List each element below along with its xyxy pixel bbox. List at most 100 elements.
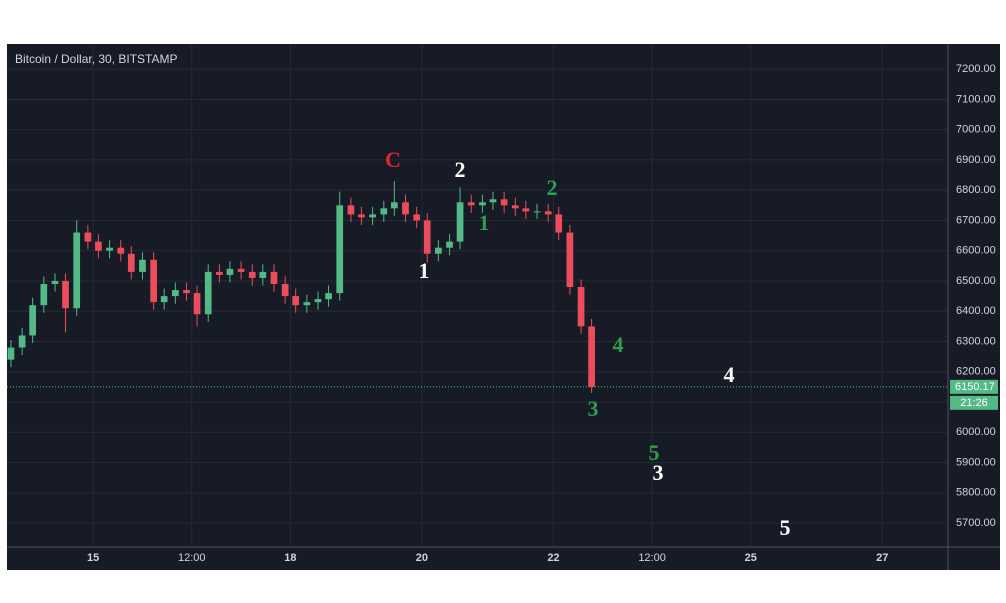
candle-body <box>522 208 530 212</box>
candle-body <box>347 205 355 215</box>
candle-body <box>193 293 201 315</box>
candle-body <box>358 214 365 218</box>
candle-body <box>423 220 431 254</box>
y-tick-label: 6800.00 <box>956 184 996 196</box>
candle-body <box>467 202 475 206</box>
x-tick-label: 18 <box>284 552 296 564</box>
candle-body <box>314 299 322 303</box>
candle-body <box>413 214 421 221</box>
axes: 5700.005800.005900.006000.006100.006200.… <box>87 63 998 564</box>
x-tick-label: 22 <box>547 552 559 564</box>
countdown-label: 21:26 <box>960 397 988 409</box>
candle-body <box>127 253 135 272</box>
wave-label: 4 <box>613 332 624 357</box>
candle-body <box>511 205 519 209</box>
candle-body <box>160 296 168 303</box>
y-tick-label: 5800.00 <box>956 487 996 499</box>
candle-body <box>18 335 26 348</box>
y-tick-label: 6200.00 <box>956 366 996 378</box>
y-tick-label: 5900.00 <box>956 456 996 468</box>
y-tick-label: 7100.00 <box>956 93 996 105</box>
y-tick-label: 7200.00 <box>956 63 996 75</box>
candle-body <box>183 290 190 294</box>
x-tick-label: 12:00 <box>638 552 666 564</box>
x-tick-label: 25 <box>745 552 757 564</box>
y-tick-label: 5700.00 <box>956 517 996 529</box>
candle-body <box>62 280 69 309</box>
y-tick-label: 6000.00 <box>956 426 996 438</box>
candle-body <box>216 271 223 275</box>
candles <box>7 181 948 393</box>
candle-body <box>248 271 256 278</box>
candle-body <box>489 199 497 203</box>
countdown-tag <box>950 395 998 410</box>
candle-body <box>84 232 92 242</box>
candle-body <box>500 199 508 206</box>
candle-body <box>402 202 409 215</box>
candle-body <box>226 268 234 275</box>
candle-body <box>435 247 442 254</box>
candle-body <box>369 214 376 218</box>
candle-body <box>566 232 574 288</box>
candle-body <box>446 241 453 248</box>
x-tick-label: 15 <box>87 552 99 564</box>
candle-body <box>555 214 563 233</box>
candle-body <box>139 259 146 272</box>
candle-body <box>7 347 15 360</box>
candle-body <box>106 247 113 251</box>
candle-body <box>577 287 585 327</box>
candle-body <box>51 280 59 284</box>
x-tick-label: 12:00 <box>178 552 206 564</box>
wave-label: 2 <box>547 175 558 200</box>
candle-body <box>117 247 125 254</box>
candle-body <box>237 268 245 272</box>
y-tick-label: 6900.00 <box>956 154 996 166</box>
y-tick-label: 6500.00 <box>956 275 996 287</box>
wave-label: 2 <box>455 157 466 182</box>
candle-body <box>29 305 36 336</box>
candle-body <box>40 283 48 306</box>
wave-label: 3 <box>588 396 599 421</box>
candle-body <box>171 290 179 297</box>
y-tick-label: 6300.00 <box>956 335 996 347</box>
candle-body <box>390 202 398 209</box>
candle-body <box>479 202 486 206</box>
candle-body <box>270 271 278 284</box>
chart-background <box>7 44 1000 570</box>
price-tag <box>950 379 998 394</box>
y-tick-label: 7000.00 <box>956 124 996 136</box>
wave-label: 1 <box>419 258 430 283</box>
candle-body <box>588 326 595 387</box>
candle-body <box>380 208 388 215</box>
x-tick-label: 27 <box>876 552 888 564</box>
grid <box>7 44 948 547</box>
price-tag-label: 6150.17 <box>955 381 995 393</box>
wave-label: 5 <box>780 515 791 540</box>
y-tick-label: 6600.00 <box>956 245 996 257</box>
candle-body <box>336 205 344 294</box>
candle-body <box>292 296 300 306</box>
wave-label: 4 <box>724 362 735 387</box>
y-tick-label: 6400.00 <box>956 305 996 317</box>
candle-body <box>150 259 157 303</box>
candle-body <box>325 293 332 300</box>
candle-body <box>533 211 541 213</box>
wave-label: 3 <box>653 460 664 485</box>
candle-body <box>259 271 267 278</box>
candle-body <box>544 211 552 215</box>
y-tick-label: 6700.00 <box>956 214 996 226</box>
chart-title: Bitcoin / Dollar, 30, BITSTAMP <box>15 52 178 66</box>
candle-body <box>456 202 464 242</box>
candle-body <box>281 283 289 297</box>
wave-label: C <box>385 147 401 172</box>
wave-label: 1 <box>479 210 490 235</box>
x-tick-label: 20 <box>416 552 428 564</box>
candle-body <box>95 241 102 251</box>
candle-body <box>73 232 81 309</box>
candle-body <box>204 271 212 315</box>
wave-label: 5 <box>649 440 660 465</box>
candle-body <box>303 302 311 306</box>
